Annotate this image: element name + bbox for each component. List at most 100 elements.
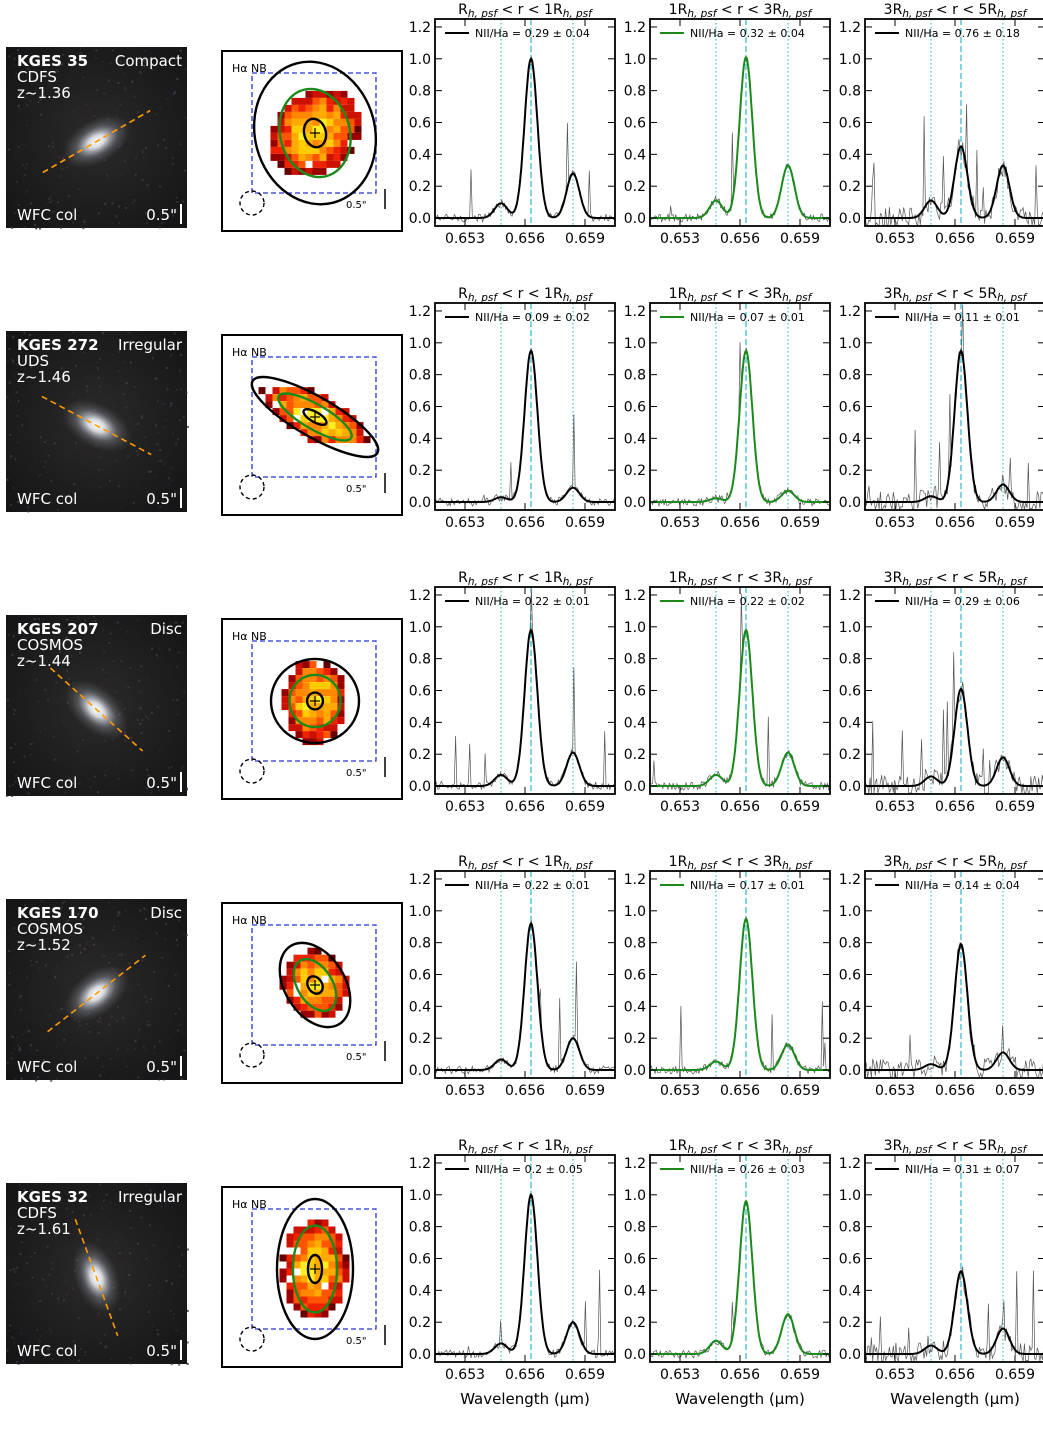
image-noise-pixel [161, 957, 164, 960]
image-noise-pixel [156, 443, 159, 446]
map-pixel [328, 1226, 336, 1234]
image-noise-pixel [50, 480, 53, 482]
map-pixel [312, 132, 320, 140]
image-noise-pixel [96, 88, 99, 91]
image-noise-pixel [170, 56, 173, 59]
image-noise-pixel [162, 1343, 165, 1346]
map-pixel [328, 1282, 336, 1290]
image-noise-pixel [34, 1273, 36, 1276]
image-noise-pixel [22, 1032, 25, 1035]
image-noise-pixel [127, 455, 130, 458]
image-noise-pixel [162, 210, 165, 213]
image-noise-pixel [31, 1301, 34, 1304]
image-noise-pixel [77, 1316, 80, 1319]
panel-title: Rh, psf < r < 1Rh, psf [458, 570, 594, 588]
map-pixel [279, 1254, 287, 1262]
legend-label: NII/Ha = 0.76 ± 0.18 [905, 27, 1020, 40]
image-noise-pixel [60, 785, 63, 788]
map-pixel [288, 675, 296, 683]
image-noise-pixel [18, 1253, 21, 1256]
image-noise-pixel [153, 1186, 155, 1189]
image-noise-pixel [185, 388, 187, 391]
image-noise-pixel [178, 491, 181, 494]
image-noise-pixel [12, 1295, 15, 1298]
image-noise-pixel [77, 913, 80, 916]
image-noise-pixel [15, 391, 18, 394]
map-pixel [307, 394, 315, 402]
map-pixel [347, 146, 355, 154]
map-pixel [337, 689, 345, 697]
aperture-ellipse-inner [302, 408, 328, 426]
image-noise-pixel [163, 138, 166, 141]
image-noise-pixel [124, 1291, 126, 1294]
image-noise-pixel [115, 453, 118, 456]
image-noise-pixel [10, 503, 12, 506]
title-fragment: 1R [669, 2, 688, 18]
image-noise-pixel [38, 359, 40, 362]
legend-label: NII/Ha = 0.22 ± 0.01 [475, 879, 590, 892]
map-pixel [319, 132, 327, 140]
image-noise-pixel [181, 1236, 184, 1239]
image-noise-pixel [176, 713, 179, 716]
image-noise-pixel [63, 791, 66, 794]
map-pixel [314, 394, 322, 402]
image-noise-pixel [27, 506, 30, 509]
psf-circle [239, 1042, 265, 1068]
y-tick-label: 0.8 [839, 368, 861, 384]
image-noise-pixel [98, 1017, 101, 1020]
plot-area [865, 19, 1043, 226]
image-noise-pixel [64, 495, 67, 498]
image-noise-pixel [135, 931, 138, 934]
image-noise-pixel [160, 1256, 163, 1259]
image-noise-pixel [139, 707, 142, 710]
map-pixel [314, 1303, 322, 1311]
legend-label: NII/Ha = 0.22 ± 0.01 [475, 595, 590, 608]
image-noise-pixel [23, 661, 26, 664]
image-noise-pixel [93, 943, 95, 946]
model-fit-line [435, 57, 615, 219]
map-pixel [328, 1303, 336, 1311]
title-fragment: < r < 3R [716, 854, 782, 870]
image-noise-pixel [179, 49, 182, 52]
image-noise-pixel [186, 1341, 189, 1344]
image-noise-pixel [33, 1208, 35, 1211]
image-noise-pixel [27, 1030, 30, 1033]
image-noise-pixel [180, 1078, 183, 1080]
image-noise-pixel [106, 174, 109, 177]
y-tick-label: 0.6 [624, 684, 646, 700]
image-noise-pixel [154, 474, 157, 477]
map-pixel [281, 696, 289, 704]
y-tick-label: 0.8 [624, 84, 646, 100]
image-noise-pixel [24, 167, 27, 170]
image-noise-pixel [27, 792, 30, 795]
y-tick-label: 1.0 [409, 620, 431, 636]
image-noise-pixel [156, 705, 159, 708]
image-noise-pixel [62, 729, 65, 731]
image-noise-pixel [182, 200, 184, 203]
title-fragment: h, psf [468, 8, 499, 20]
map-pixel [330, 710, 338, 718]
map-pixel [272, 394, 280, 402]
map-pixel [314, 422, 322, 430]
map-pixel [293, 1261, 301, 1269]
image-noise-pixel [93, 109, 95, 112]
image-noise-pixel [55, 1045, 58, 1048]
image-noise-pixel [64, 741, 67, 744]
image-noise-pixel [168, 729, 171, 732]
map-pixel [309, 710, 317, 718]
image-noise-pixel [99, 1342, 102, 1345]
x-tick-label: 0.653 [445, 1083, 485, 1099]
map-pixel [333, 125, 341, 133]
image-noise-pixel [131, 81, 133, 83]
x-tick-label: 0.653 [875, 231, 915, 247]
title-fragment: < r < 3R [716, 570, 782, 586]
image-noise-pixel [13, 374, 16, 377]
map-pixel [286, 975, 294, 983]
image-noise-pixel [172, 163, 174, 166]
map-pixel [300, 1310, 308, 1318]
image-noise-pixel [145, 918, 147, 921]
image-noise-pixel [174, 685, 177, 687]
image-noise-pixel [137, 1076, 140, 1079]
image-noise-pixel [38, 474, 41, 477]
